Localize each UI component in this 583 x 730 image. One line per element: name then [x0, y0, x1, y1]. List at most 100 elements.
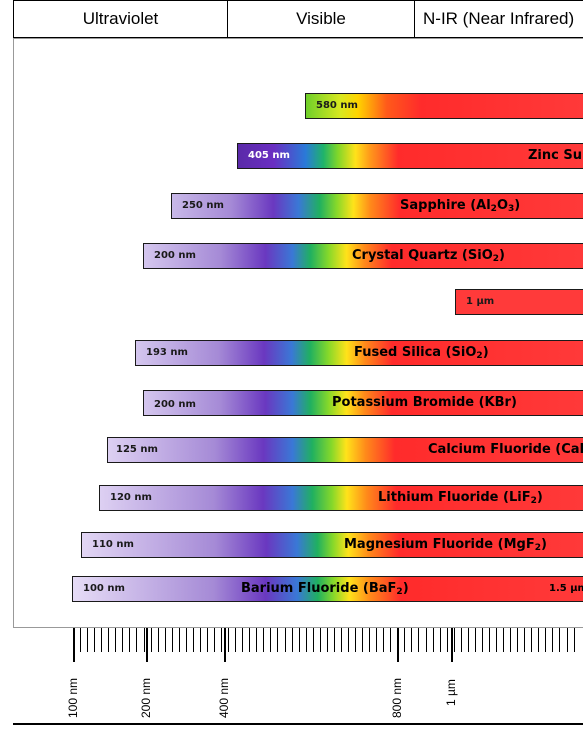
material-name: Zinc Sulfide [528, 148, 583, 163]
axis-tick [263, 628, 264, 652]
material-name: Lithium Fluoride (LiF2) [378, 490, 543, 506]
material-name: Crystal Quartz (SiO2) [352, 248, 505, 264]
bar-start-label: 250 nm [182, 200, 224, 211]
material-bar-barium-fluoride: 100 nm Barium Fluoride (BaF2) 1.5 µm [72, 576, 583, 602]
material-bar-sapphire: 250 nm Sapphire (Al2O3) [171, 193, 583, 219]
bar-start-label: 405 nm [248, 150, 290, 161]
axis-tick [151, 628, 152, 652]
visible-header: Visible [227, 0, 415, 38]
axis-tick [129, 628, 130, 652]
axis-tick [503, 628, 504, 652]
axis-label-400nm: 400 nm [217, 677, 231, 718]
axis-tick [489, 628, 490, 652]
bar-start-label: 110 nm [92, 539, 134, 550]
axis-tick [510, 628, 511, 652]
axis-tick [158, 628, 159, 652]
axis-tick [80, 628, 81, 652]
axis-tick [179, 628, 180, 652]
axis-tick [482, 628, 483, 652]
axis-tick [574, 628, 575, 652]
bar-start-label: 580 nm [316, 100, 358, 111]
axis-tick [256, 628, 257, 652]
material-name: Sapphire (Al2O3) [400, 198, 521, 214]
material-bar-calcium-fluoride: 125 nm Calcium Fluoride (CaF2) [107, 437, 583, 463]
axis-major-tick [397, 628, 399, 662]
axis-tick [94, 628, 95, 652]
axis-tick [447, 628, 448, 652]
material-bar-potassium-bromide: 200 nm Potassium Bromide (KBr) [143, 390, 583, 416]
axis-tick [249, 628, 250, 652]
bar-start-label: 125 nm [116, 444, 158, 455]
bar-end-label: 1.5 µm [549, 583, 583, 594]
axis-tick [200, 628, 201, 652]
bar-start-label: 200 nm [154, 399, 196, 410]
axis-label-800nm: 800 nm [390, 677, 404, 718]
axis-tick [122, 628, 123, 652]
nir-header: N-IR (Near Infrared) [414, 0, 583, 38]
axis-tick [468, 628, 469, 652]
axis-tick [228, 628, 229, 652]
axis-major-tick [224, 628, 226, 662]
axis-tick [369, 628, 370, 652]
axis-tick [165, 628, 166, 652]
axis-tick [411, 628, 412, 652]
ultraviolet-label: Ultraviolet [82, 9, 159, 28]
bar-start-label: 120 nm [110, 492, 152, 503]
axis-tick [461, 628, 462, 652]
axis-tick [214, 628, 215, 652]
axis-tick [418, 628, 419, 652]
axis-tick [115, 628, 116, 652]
axis-tick [144, 628, 145, 652]
axis-tick [383, 628, 384, 652]
axis-tick [376, 628, 377, 652]
axis-tick [186, 628, 187, 652]
axis-tick [567, 628, 568, 652]
material-bar-580nm: 580 nm [305, 93, 583, 119]
axis-tick [242, 628, 243, 652]
axis-tick [538, 628, 539, 652]
axis-tick [270, 628, 271, 652]
axis-label-200nm: 200 nm [139, 677, 153, 718]
material-name: Fused Silica (SiO2) [354, 345, 489, 361]
axis-tick [285, 628, 286, 652]
material-bar-crystal-quartz: 200 nm Crystal Quartz (SiO2) [143, 243, 583, 269]
axis-tick [235, 628, 236, 652]
axis-tick [433, 628, 434, 652]
axis-tick [531, 628, 532, 652]
axis-tick [440, 628, 441, 652]
axis-tick [517, 628, 518, 652]
material-bar-1um: 1 µm [455, 289, 583, 315]
material-name: Calcium Fluoride (CaF2) [428, 442, 583, 457]
material-name: Magnesium Fluoride (MgF2) [344, 537, 547, 553]
axis-tick [355, 628, 356, 652]
axis-major-tick [73, 628, 75, 662]
axis-tick [559, 628, 560, 652]
nir-label: N-IR (Near Infrared) [423, 9, 575, 28]
material-bar-fused-silica: 193 nm Fused Silica (SiO2) [135, 340, 583, 366]
material-bar-lithium-fluoride: 120 nm Lithium Fluoride (LiF2) [99, 485, 583, 511]
axis-major-tick [146, 628, 148, 662]
axis-tick [404, 628, 405, 652]
bar-start-label: 200 nm [154, 250, 196, 261]
axis-baseline [13, 723, 583, 725]
axis-tick [292, 628, 293, 652]
axis-tick [390, 628, 391, 652]
material-name: Barium Fluoride (BaF2) [241, 581, 409, 597]
axis-tick [313, 628, 314, 652]
axis-label-1um: 1 µm [444, 679, 458, 706]
axis-tick [454, 628, 455, 652]
axis-tick [108, 628, 109, 652]
axis-tick [136, 628, 137, 652]
axis-tick [524, 628, 525, 652]
axis-tick [341, 628, 342, 652]
axis-tick [496, 628, 497, 652]
axis-tick [320, 628, 321, 652]
axis-tick [348, 628, 349, 652]
axis-tick [207, 628, 208, 652]
axis-tick [172, 628, 173, 652]
axis-tick [221, 628, 222, 652]
wavelength-axis: 100 nm 200 nm 400 nm 800 nm 1 µm [0, 628, 583, 730]
bar-start-label: 100 nm [83, 583, 125, 594]
ultraviolet-header: Ultraviolet [13, 0, 228, 38]
axis-tick [87, 628, 88, 652]
